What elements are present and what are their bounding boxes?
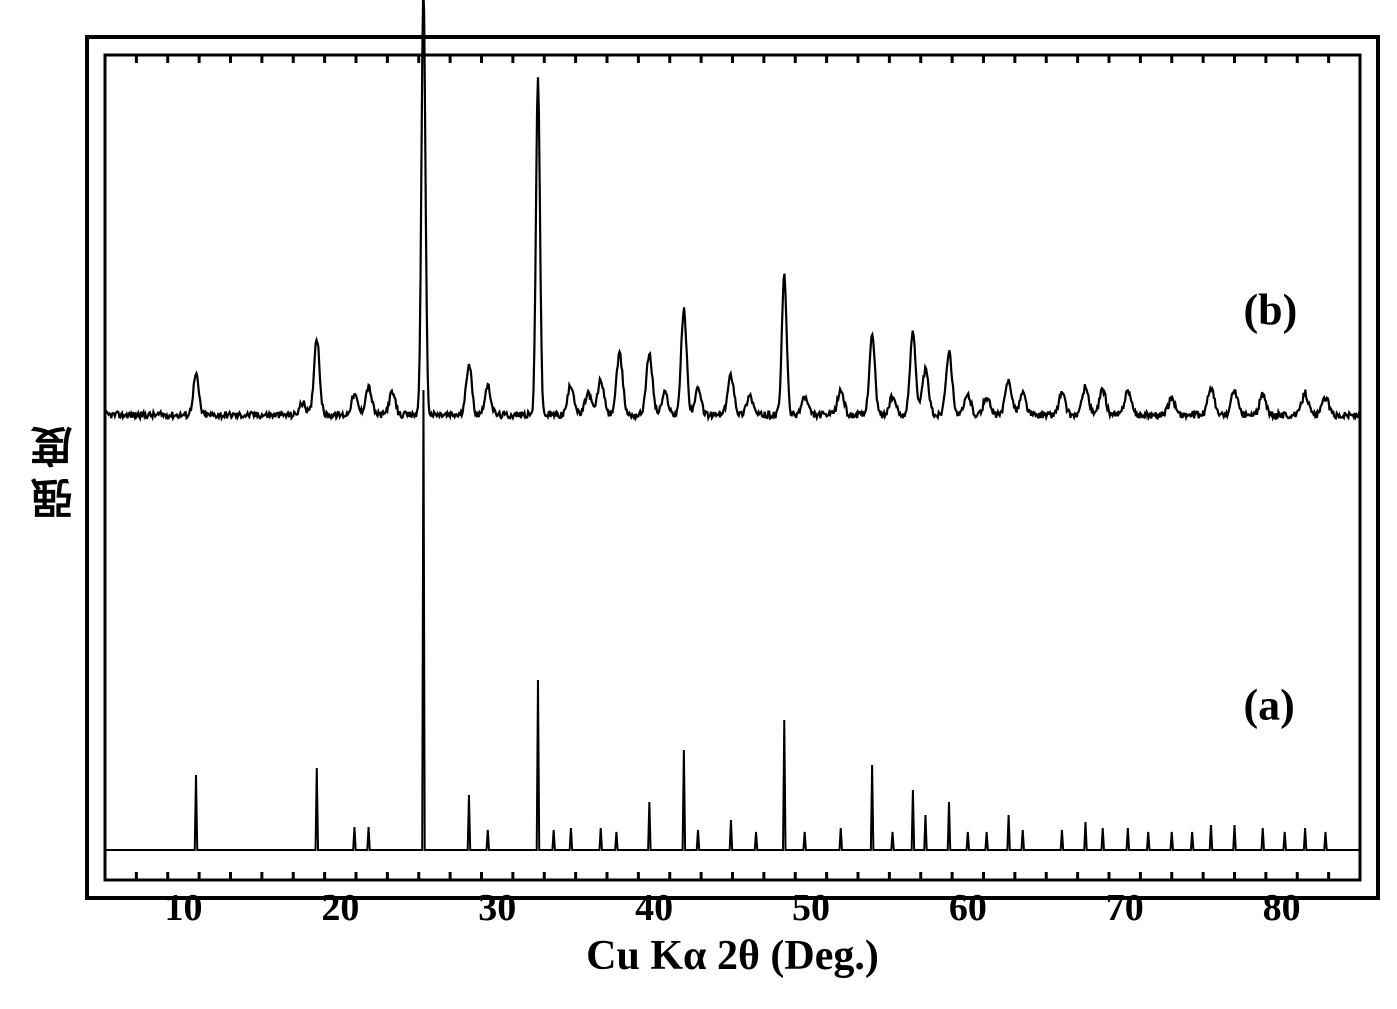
x-tick-label: 60 — [949, 886, 987, 930]
series-a-label: (a) — [1244, 680, 1295, 731]
x-tick-label: 70 — [1106, 886, 1144, 930]
x-tick-label: 30 — [478, 886, 516, 930]
chart-outer-frame — [85, 35, 1380, 900]
x-tick-label: 20 — [321, 886, 359, 930]
series-b-label: (b) — [1244, 285, 1298, 336]
x-tick-label: 80 — [1263, 886, 1301, 930]
x-axis-label: Cu Kα 2θ (Deg.) — [586, 932, 879, 980]
y-axis-label: 强度 — [25, 416, 86, 520]
x-tick-label: 10 — [164, 886, 202, 930]
x-tick-label: 40 — [635, 886, 673, 930]
x-tick-label: 50 — [792, 886, 830, 930]
